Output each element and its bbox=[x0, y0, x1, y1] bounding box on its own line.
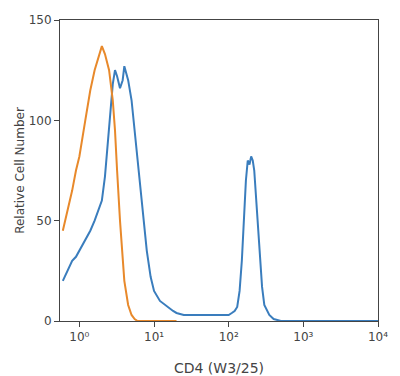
svg-text:10⁰: 10⁰ bbox=[69, 330, 89, 344]
svg-text:Relative Cell Number: Relative Cell Number bbox=[13, 107, 27, 234]
svg-text:10¹: 10¹ bbox=[144, 330, 164, 344]
svg-text:0: 0 bbox=[44, 314, 52, 328]
svg-text:50: 50 bbox=[36, 214, 51, 228]
svg-text:10²: 10² bbox=[219, 330, 239, 344]
svg-text:CD4 (W3/25): CD4 (W3/25) bbox=[174, 360, 264, 376]
svg-text:10⁴: 10⁴ bbox=[368, 330, 388, 344]
svg-text:150: 150 bbox=[29, 13, 52, 27]
svg-text:10³: 10³ bbox=[293, 330, 313, 344]
svg-text:100: 100 bbox=[29, 114, 52, 128]
